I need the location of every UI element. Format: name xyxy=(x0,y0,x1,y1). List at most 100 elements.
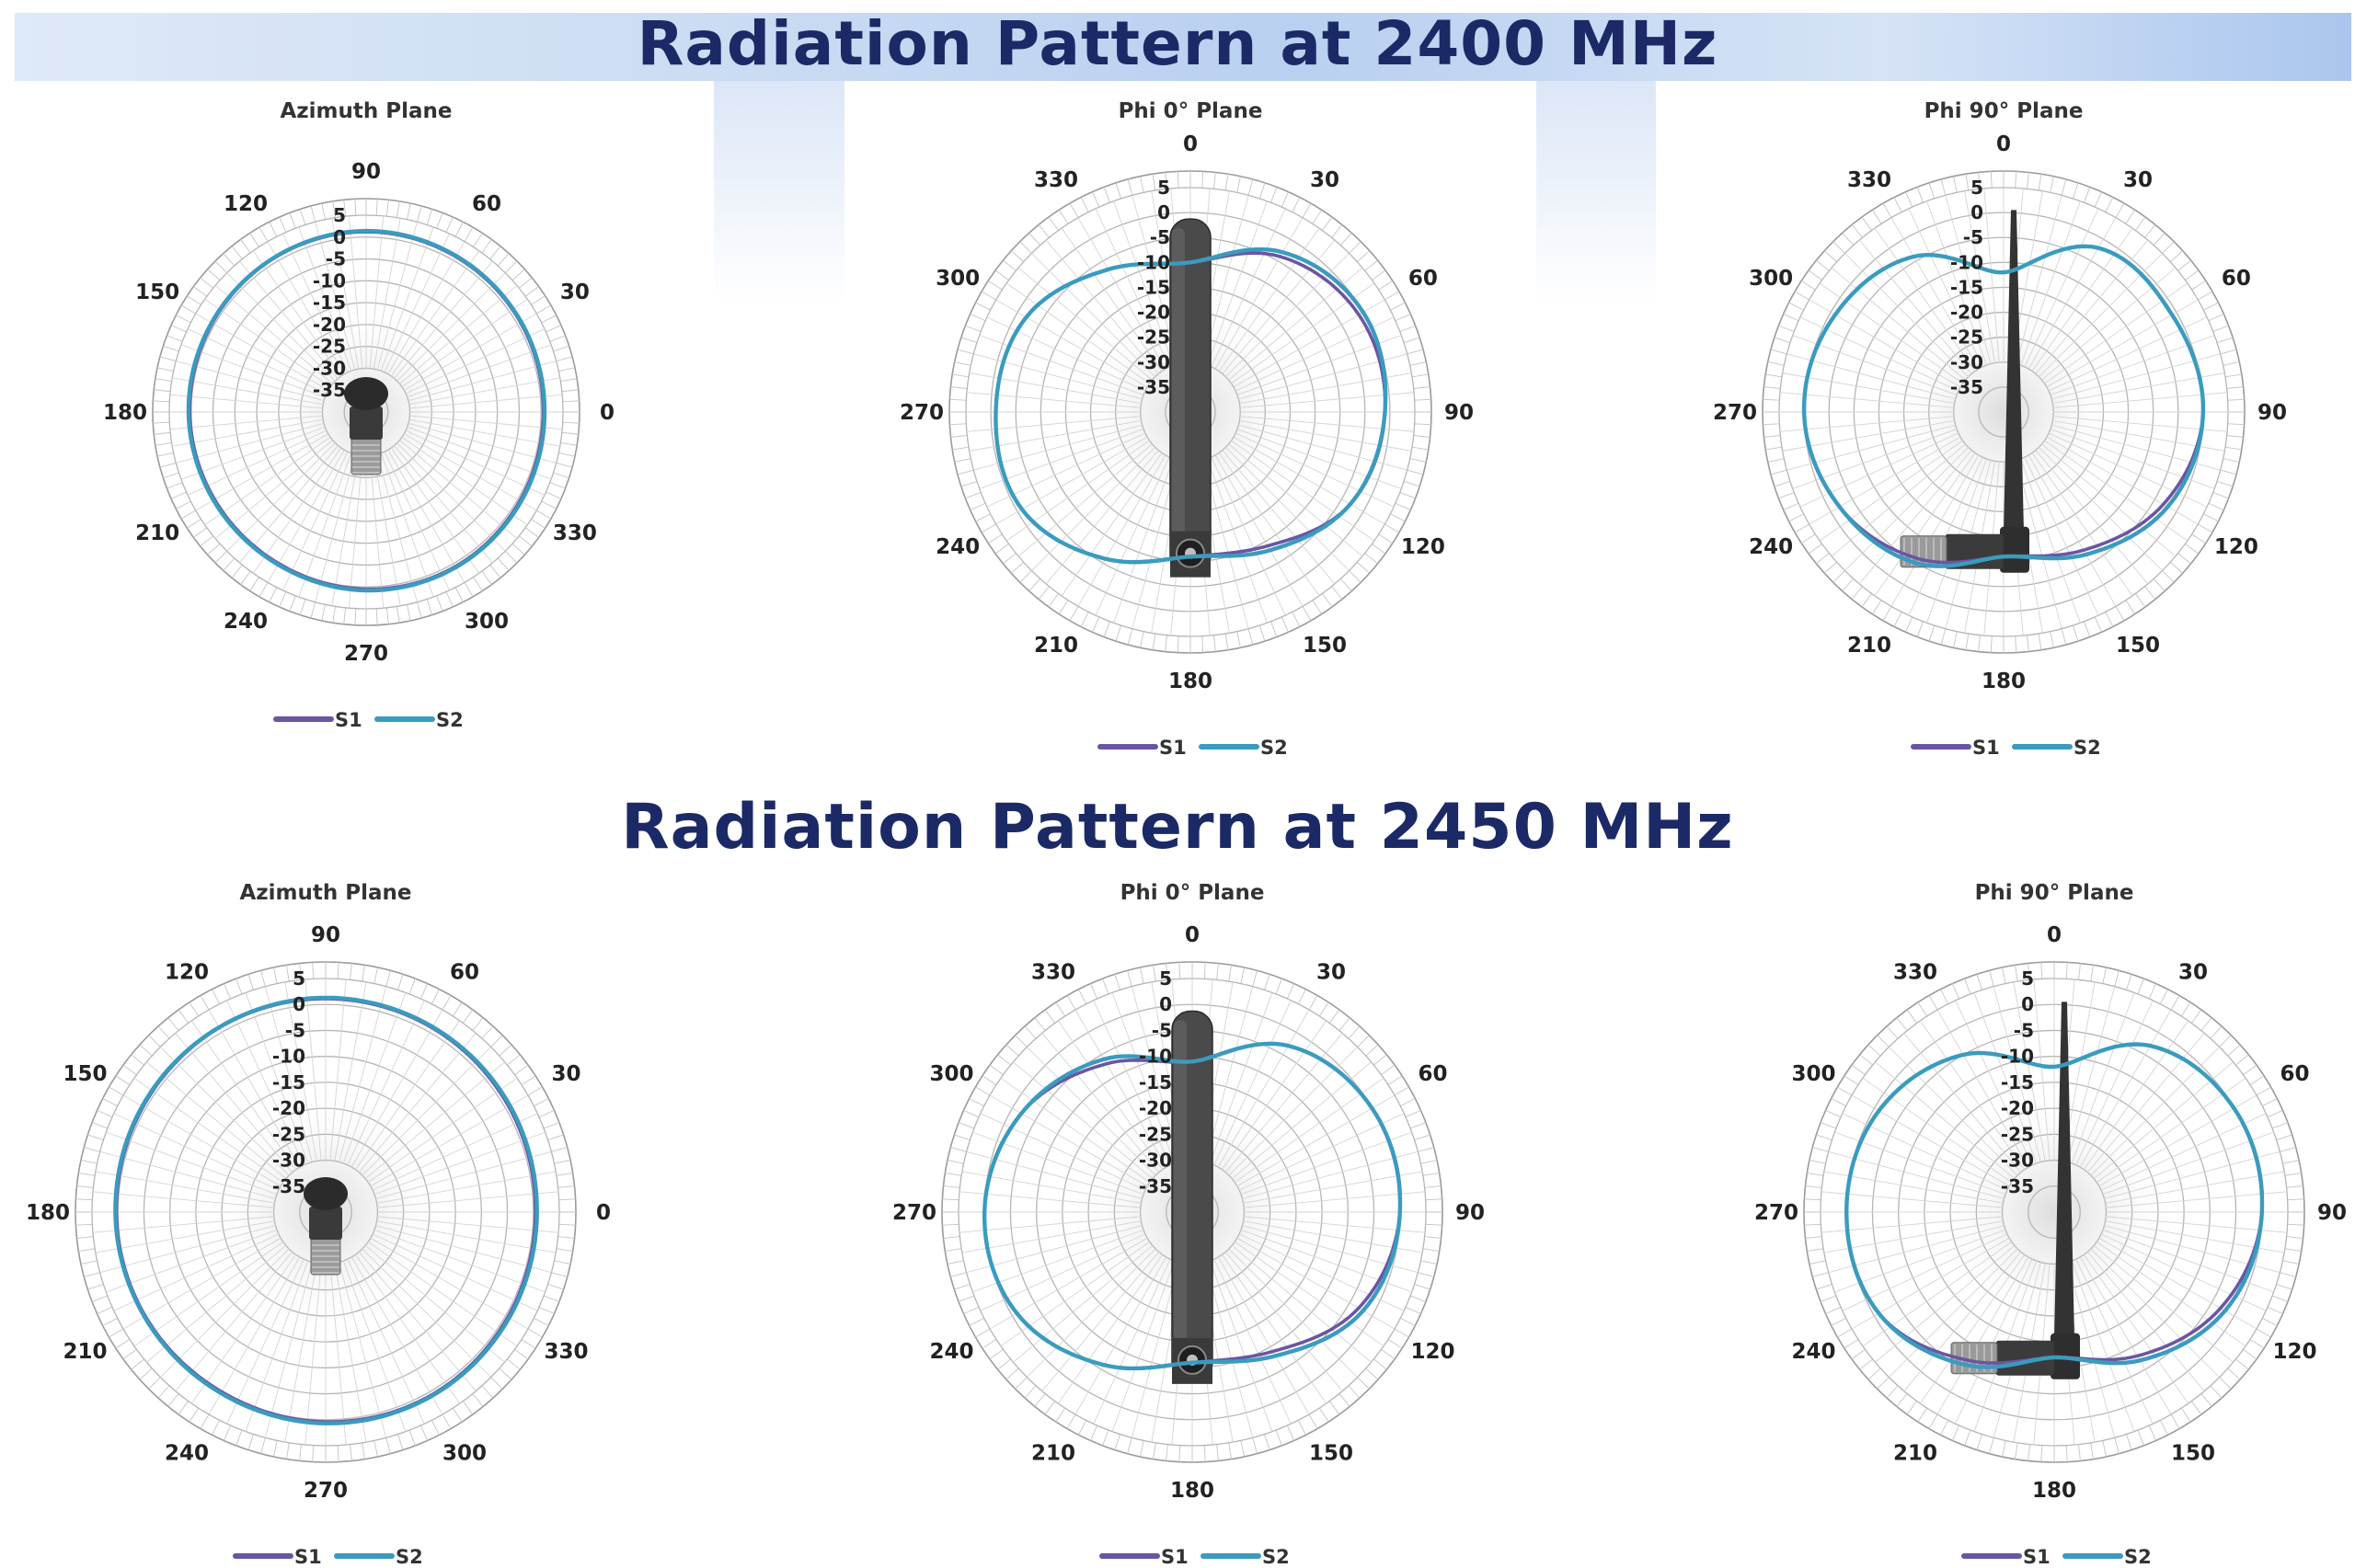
radial-tick-label: -30 xyxy=(1137,351,1170,373)
ring-tick xyxy=(200,277,213,289)
ring-tick xyxy=(2198,523,2213,533)
ring-tick xyxy=(1349,241,1361,254)
ring-tick xyxy=(1851,1064,1866,1076)
ring-tick xyxy=(2050,631,2054,648)
grid-spoke xyxy=(380,226,434,372)
ring-tick xyxy=(527,1328,543,1338)
ring-tick xyxy=(541,500,557,509)
ring-tick xyxy=(2267,1306,2283,1315)
grid-spoke xyxy=(176,422,325,464)
ring-tick xyxy=(2190,1401,2202,1415)
ring-tick xyxy=(1411,373,1429,378)
grid-spoke xyxy=(373,218,401,370)
ring-tick xyxy=(148,1035,161,1047)
ring-tick xyxy=(1281,616,1289,633)
ring-tick xyxy=(408,1429,416,1447)
ring-tick xyxy=(214,551,227,564)
ring-tick xyxy=(1044,1009,1056,1024)
ring-tick xyxy=(2210,1025,2223,1039)
angle-tick-label: 90 xyxy=(2257,401,2287,425)
grid-spoke xyxy=(1213,1258,1292,1425)
ring-tick xyxy=(1166,963,1168,980)
ring-tick xyxy=(1805,1236,1822,1239)
grid-spoke xyxy=(362,1248,491,1378)
grid-circle xyxy=(2028,1185,2081,1239)
grid-spoke xyxy=(1945,195,1992,365)
ring-tick xyxy=(969,1317,984,1326)
ring-tick xyxy=(80,1160,98,1164)
grid-spoke xyxy=(387,241,465,375)
angle-tick-label: 0 xyxy=(1183,132,1198,156)
ring-tick xyxy=(2050,176,2054,193)
grid-spoke xyxy=(367,1077,518,1184)
grid-spoke xyxy=(2033,979,2051,1162)
ring-tick xyxy=(299,599,306,615)
ring-tick xyxy=(499,1044,512,1057)
grid-spoke xyxy=(2067,986,2116,1163)
ring-tick xyxy=(2227,423,2245,426)
grid-spoke xyxy=(1964,190,1996,364)
ring-tick xyxy=(1024,1385,1037,1399)
radial-tick-label: -10 xyxy=(1139,1046,1172,1068)
ring-tick xyxy=(1940,628,1947,646)
ring-tick xyxy=(2162,241,2175,254)
ring-tick xyxy=(1425,1198,1442,1201)
ring-tick xyxy=(546,325,562,333)
grid-spoke xyxy=(2016,459,2062,629)
ring-tick xyxy=(551,1272,568,1277)
ring-tick xyxy=(343,200,347,217)
ring-tick xyxy=(1015,1377,1028,1390)
angle-tick-label: 210 xyxy=(135,521,179,545)
ring-tick xyxy=(1003,553,1017,565)
grid-spoke xyxy=(282,233,349,373)
angle-tick-label: 90 xyxy=(1444,401,1474,425)
grid-spoke xyxy=(2028,454,2117,607)
ring-tick xyxy=(396,200,400,218)
ring-tick xyxy=(279,216,287,233)
grid-spoke xyxy=(398,439,518,539)
ring-tick xyxy=(2038,633,2042,650)
radial-tick-label: -35 xyxy=(2001,1175,2034,1197)
ring-tick xyxy=(1916,187,1924,203)
ring-tick xyxy=(1765,373,1783,378)
ring-tick xyxy=(2170,1413,2180,1429)
ring-tick xyxy=(1928,624,1936,642)
ring-tick xyxy=(299,209,306,225)
grid-spoke xyxy=(1230,440,1375,542)
ring-tick xyxy=(1338,1393,1350,1407)
ring-tick xyxy=(187,295,201,305)
grid-spoke xyxy=(1238,1233,1405,1311)
grid-spoke xyxy=(1819,440,1964,542)
ring-tick xyxy=(408,978,416,995)
ring-tick xyxy=(1859,1054,1873,1066)
ring-tick xyxy=(1048,593,1059,608)
grid-spoke xyxy=(1889,1248,2018,1378)
grid-spoke xyxy=(239,444,339,564)
grid-spoke xyxy=(1936,1009,2029,1168)
angle-tick-label: 180 xyxy=(26,1201,70,1225)
grid-spoke xyxy=(226,1258,304,1425)
ring-tick xyxy=(2126,1434,2132,1450)
ring-tick xyxy=(2198,291,2213,301)
grid-spoke xyxy=(374,1225,552,1274)
grid-spoke xyxy=(2098,1094,2257,1187)
ring-tick xyxy=(231,565,243,578)
ring-tick xyxy=(80,1260,98,1265)
ring-tick xyxy=(1940,1420,1949,1436)
ring-tick xyxy=(1302,202,1312,218)
ring-tick xyxy=(2220,349,2237,355)
ring-tick xyxy=(1127,970,1132,987)
grid-spoke xyxy=(1222,239,1336,375)
grid-spoke xyxy=(398,285,518,385)
ring-tick xyxy=(1201,635,1204,653)
ring-tick xyxy=(1405,1109,1421,1118)
ring-tick xyxy=(2262,1098,2278,1107)
ring-tick xyxy=(321,202,326,220)
ring-tick xyxy=(1264,1434,1270,1450)
antenna-body xyxy=(309,1207,342,1240)
grid-spoke xyxy=(99,1225,277,1274)
ring-tick xyxy=(343,607,347,624)
ring-tick xyxy=(1825,1306,1842,1315)
ring-tick xyxy=(562,421,580,424)
ring-tick xyxy=(481,239,492,254)
